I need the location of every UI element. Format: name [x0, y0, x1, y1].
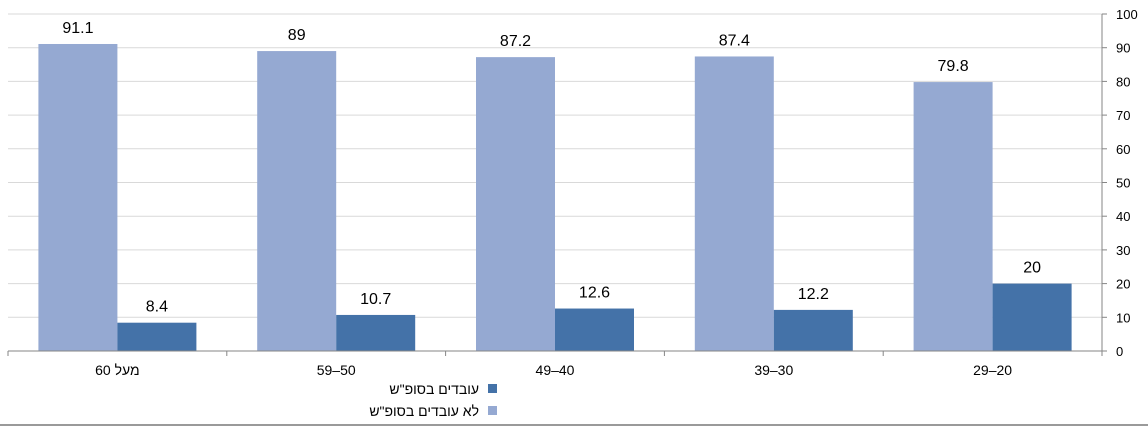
y-tick-label: 10: [1116, 310, 1130, 325]
data-label: 87.4: [719, 32, 750, 49]
y-tick-label: 90: [1116, 41, 1130, 56]
y-tick-label: 80: [1116, 74, 1130, 89]
bottom-border: [0, 424, 1148, 426]
bar-weekend-workers: [992, 283, 1072, 351]
bars: [38, 43, 1072, 352]
bar-non-weekend-workers: [694, 56, 774, 351]
bar-non-weekend-workers: [38, 43, 118, 351]
y-tick-label: 0: [1116, 344, 1123, 359]
x-tick-label: 39–30: [754, 362, 793, 378]
axes: [7, 13, 1107, 356]
legend-swatch-non-weekend-workers: [488, 406, 497, 415]
data-label: 79.8: [938, 58, 969, 75]
bar-weekend-workers: [773, 309, 853, 351]
data-label: 91.1: [62, 20, 93, 37]
y-tick-label: 100: [1116, 7, 1138, 22]
x-tick-label: 29–20: [973, 362, 1012, 378]
legend-label-weekend-workers: עובדים בסופ"ש: [389, 381, 479, 397]
data-label: 12.6: [579, 285, 610, 302]
bar-weekend-workers: [336, 314, 416, 351]
bar-weekend-workers: [555, 308, 634, 351]
y-tick-label: 50: [1116, 176, 1130, 191]
x-tick-label: מעל 60: [95, 362, 140, 378]
bar-weekend-workers: [117, 322, 197, 351]
bar-non-weekend-workers: [476, 57, 555, 352]
bar-non-weekend-workers: [257, 51, 337, 351]
data-label: 8.4: [146, 299, 168, 316]
y-tick-label: 30: [1116, 243, 1130, 258]
y-axis-ticks: 0 10 20 30 40 50 60 70 80 90 100: [1116, 7, 1138, 359]
data-label: 87.2: [500, 33, 531, 50]
y-tick-label: 70: [1116, 108, 1130, 123]
data-label: 89: [288, 27, 306, 44]
y-tick-label: 60: [1116, 142, 1130, 157]
data-labels: 79.8 20 87.4 12.2 87.2 12.6 89 10.7 91.1 8.4: [62, 20, 1041, 316]
y-tick-label: 40: [1116, 209, 1130, 224]
legend-swatch-weekend-workers: [488, 384, 497, 393]
data-label: 10.7: [360, 291, 391, 308]
legend-label-non-weekend-workers: לא עובדים בסופ"ש: [369, 403, 479, 419]
data-label: 20: [1023, 260, 1041, 277]
data-label: 12.2: [798, 286, 829, 303]
y-tick-label: 20: [1116, 277, 1130, 292]
x-axis-ticks: 29–20 39–30 49–40 59–50 מעל 60: [95, 362, 1012, 378]
legend: עובדים בסופ"ש לא עובדים בסופ"ש: [369, 381, 497, 419]
x-tick-label: 49–40: [536, 362, 575, 378]
x-tick-label: 59–50: [317, 362, 356, 378]
bar-non-weekend-workers: [913, 82, 993, 351]
